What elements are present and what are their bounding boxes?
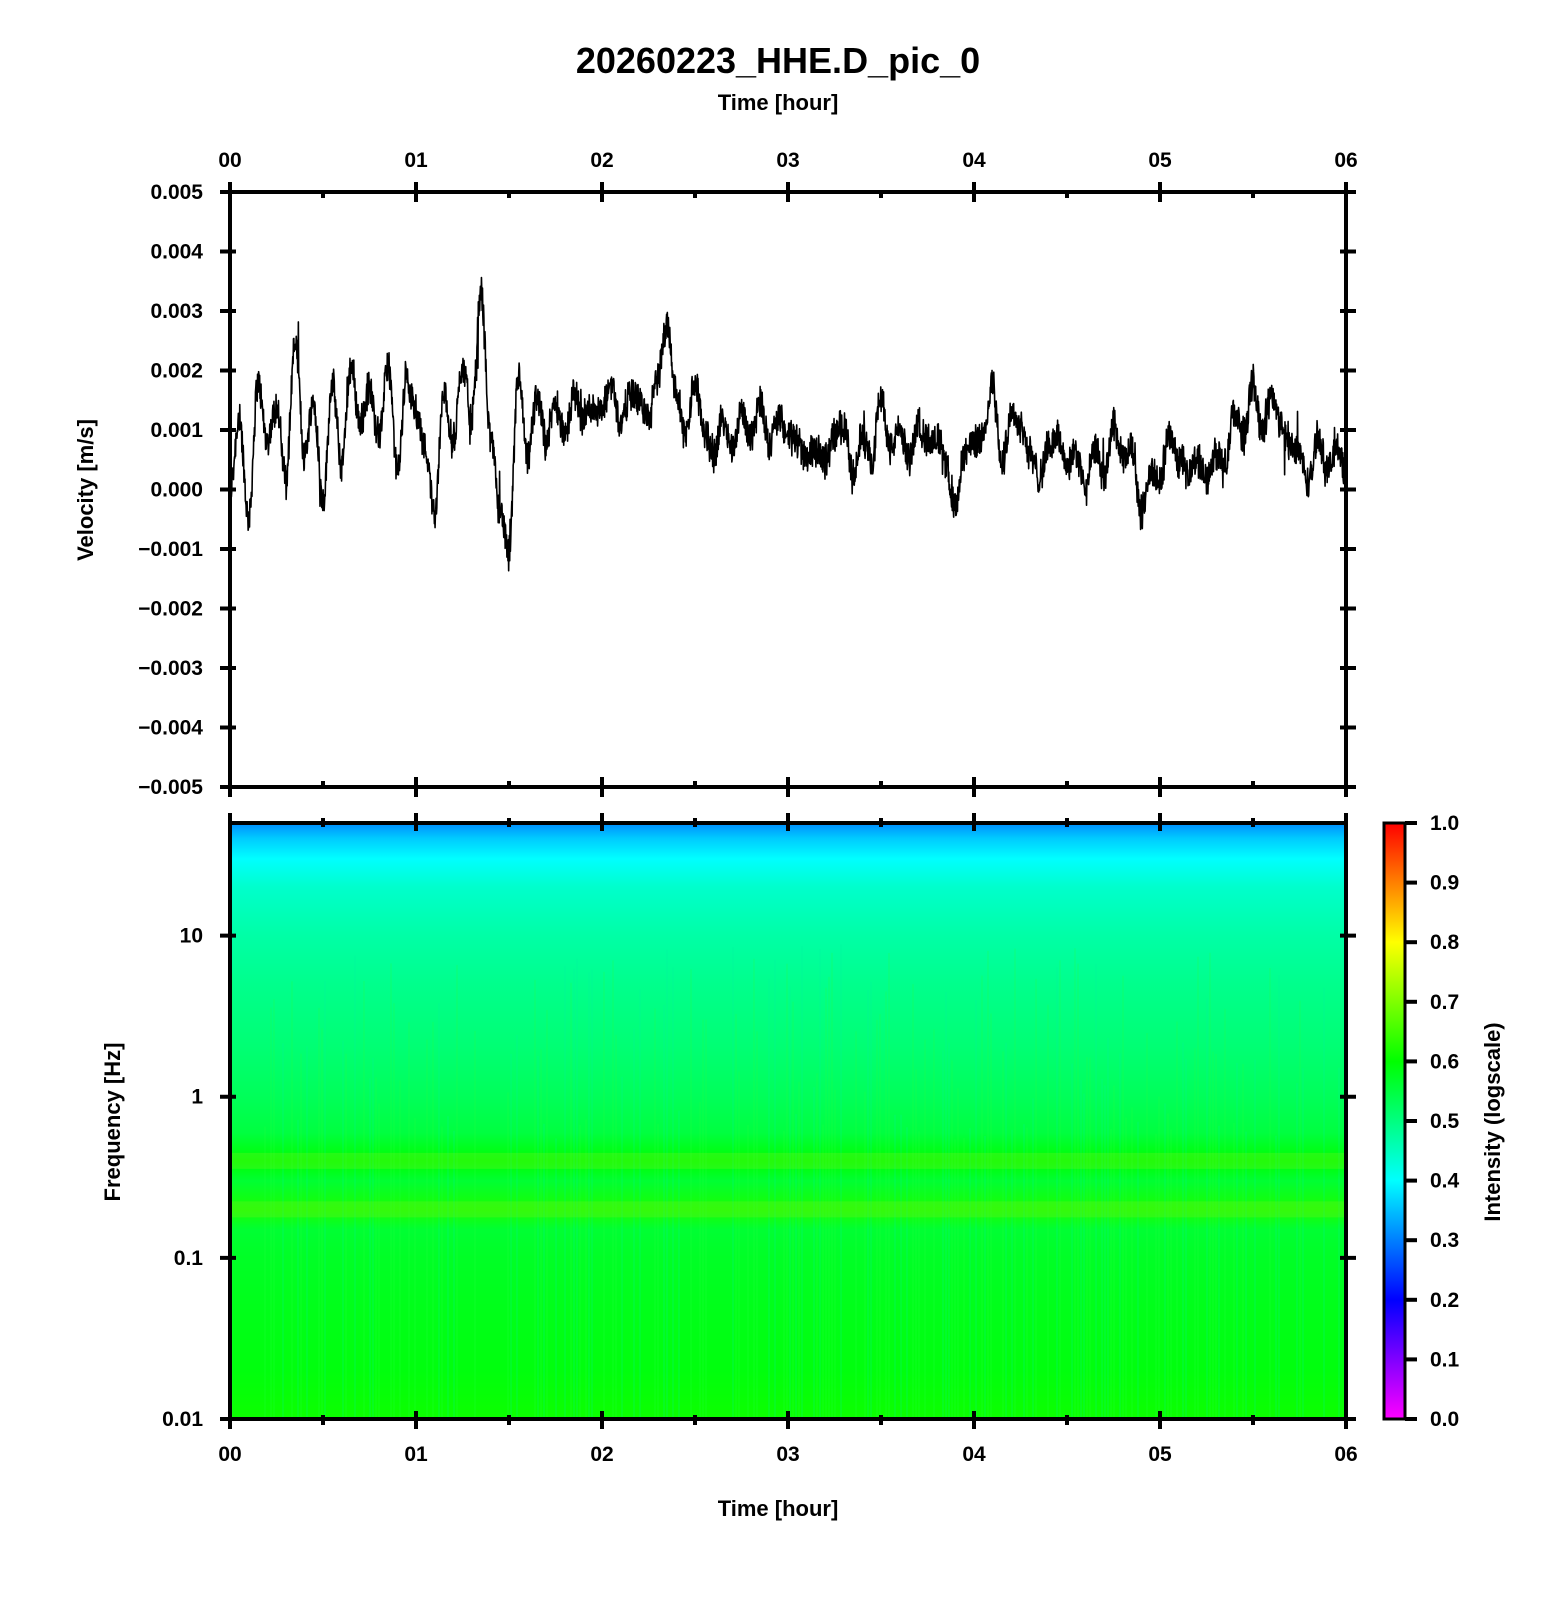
top-x-axis-title: Time [hour]	[718, 90, 839, 115]
spectrogram-y-axis-title: Frequency [Hz]	[100, 1043, 125, 1202]
colorbar-tick-label: 0.3	[1430, 1229, 1459, 1252]
waveform-frame	[228, 190, 1348, 789]
chart-title: 20260223_HHE.D_pic_0	[576, 40, 980, 81]
colorbar-tick-label: 1.0	[1430, 812, 1459, 835]
colorbar-tick-label: 0.5	[1430, 1110, 1460, 1133]
spectrogram-x-tick-label: 04	[962, 1443, 986, 1466]
spectrogram-x-tick-label: 06	[1334, 1443, 1357, 1466]
spectrogram-x-tick-label: 00	[218, 1443, 241, 1466]
spectrogram-y-tick-label: 1	[191, 1086, 203, 1109]
waveform-ticks	[220, 182, 1356, 797]
waveform-top-tick-label: 05	[1148, 149, 1172, 172]
colorbar-label: Intensity (logscale)	[1480, 1022, 1505, 1221]
spectrogram-texture	[231, 944, 1344, 1417]
spectrogram-x-tick-label: 03	[776, 1443, 799, 1466]
spectrogram-band	[232, 1152, 1344, 1169]
colorbar-tick-label: 0.7	[1430, 991, 1459, 1014]
waveform-y-tick-label: 0.004	[150, 241, 203, 264]
waveform-top-tick-labels: 00 01 02 03 04 05 06	[218, 149, 1357, 172]
waveform-y-axis-title: Velocity [m/s]	[73, 419, 98, 561]
spectrogram-y-tick-label: 0.1	[174, 1247, 204, 1270]
colorbar-tick-label: 0.6	[1430, 1050, 1459, 1073]
spectrogram-y-tick-label: 10	[180, 925, 203, 948]
waveform-top-tick-label: 06	[1334, 149, 1357, 172]
spectrogram-frame	[228, 821, 1348, 1421]
colorbar-tick-label: 0.4	[1430, 1170, 1460, 1193]
waveform-y-tick-label: −0.005	[138, 776, 203, 799]
spectrogram-field	[230, 823, 1346, 1419]
colorbar-tick-label: 0.2	[1430, 1289, 1459, 1312]
waveform-y-tick-label: −0.003	[138, 657, 203, 680]
colorbar-tick-label: 0.1	[1430, 1348, 1460, 1371]
spectrogram-x-axis-title: Time [hour]	[718, 1496, 839, 1521]
colorbar-gradient	[1382, 821, 1407, 1421]
waveform-y-tick-label: −0.001	[138, 538, 203, 561]
spectrogram-panel: 00 01 02 03 04 05 06 10 1 0.1 0.01 Frequency [Hz]…	[100, 813, 1358, 1521]
spectrogram-x-tick-label: 05	[1148, 1443, 1172, 1466]
waveform-panel: 00 01 02 03 04 05 06 0.005 0.004 0.003 0.002 0.001…	[73, 149, 1358, 799]
waveform-y-tick-labels: 0.005 0.004 0.003 0.002 0.001 0.000 −0.001 −0.0…	[138, 181, 203, 799]
waveform-top-tick-label: 04	[962, 149, 986, 172]
colorbar-tick-label: 0.8	[1430, 931, 1460, 954]
colorbar: 1.0 0.9 0.8 0.7 0.6 0.5 0.4 0.3 0.2 0.1 0.0 Intens…	[1382, 812, 1505, 1431]
waveform-top-tick-label: 03	[776, 149, 799, 172]
colorbar-tick-label: 0.0	[1430, 1408, 1459, 1431]
spectrogram-y-tick-label: 0.01	[162, 1408, 203, 1431]
colorbar-tick-label: 0.9	[1430, 872, 1459, 895]
waveform-y-tick-label: 0.000	[150, 479, 203, 502]
spectrogram-x-tick-label: 02	[590, 1443, 613, 1466]
spectrogram-x-tick-label: 01	[404, 1443, 428, 1466]
spectrogram-y-tick-labels: 10 1 0.1 0.01	[162, 925, 203, 1431]
waveform-y-tick-label: −0.004	[138, 717, 203, 740]
colorbar-ticks: 1.0 0.9 0.8 0.7 0.6 0.5 0.4 0.3 0.2 0.1 0.0	[1405, 812, 1460, 1431]
waveform-top-tick-label: 00	[218, 149, 241, 172]
waveform-y-tick-label: 0.005	[150, 181, 203, 204]
waveform-y-tick-label: 0.002	[150, 360, 203, 383]
waveform-y-tick-label: 0.003	[150, 300, 203, 323]
waveform-y-tick-label: 0.001	[150, 419, 203, 442]
spectrogram-x-tick-labels: 00 01 02 03 04 05 06	[218, 1443, 1357, 1466]
waveform-top-tick-label: 02	[590, 149, 613, 172]
spectrogram-band	[232, 1201, 1344, 1218]
velocity-series-line	[229, 276, 1347, 572]
waveform-y-tick-label: −0.002	[138, 598, 203, 621]
waveform-top-tick-label: 01	[404, 149, 428, 172]
